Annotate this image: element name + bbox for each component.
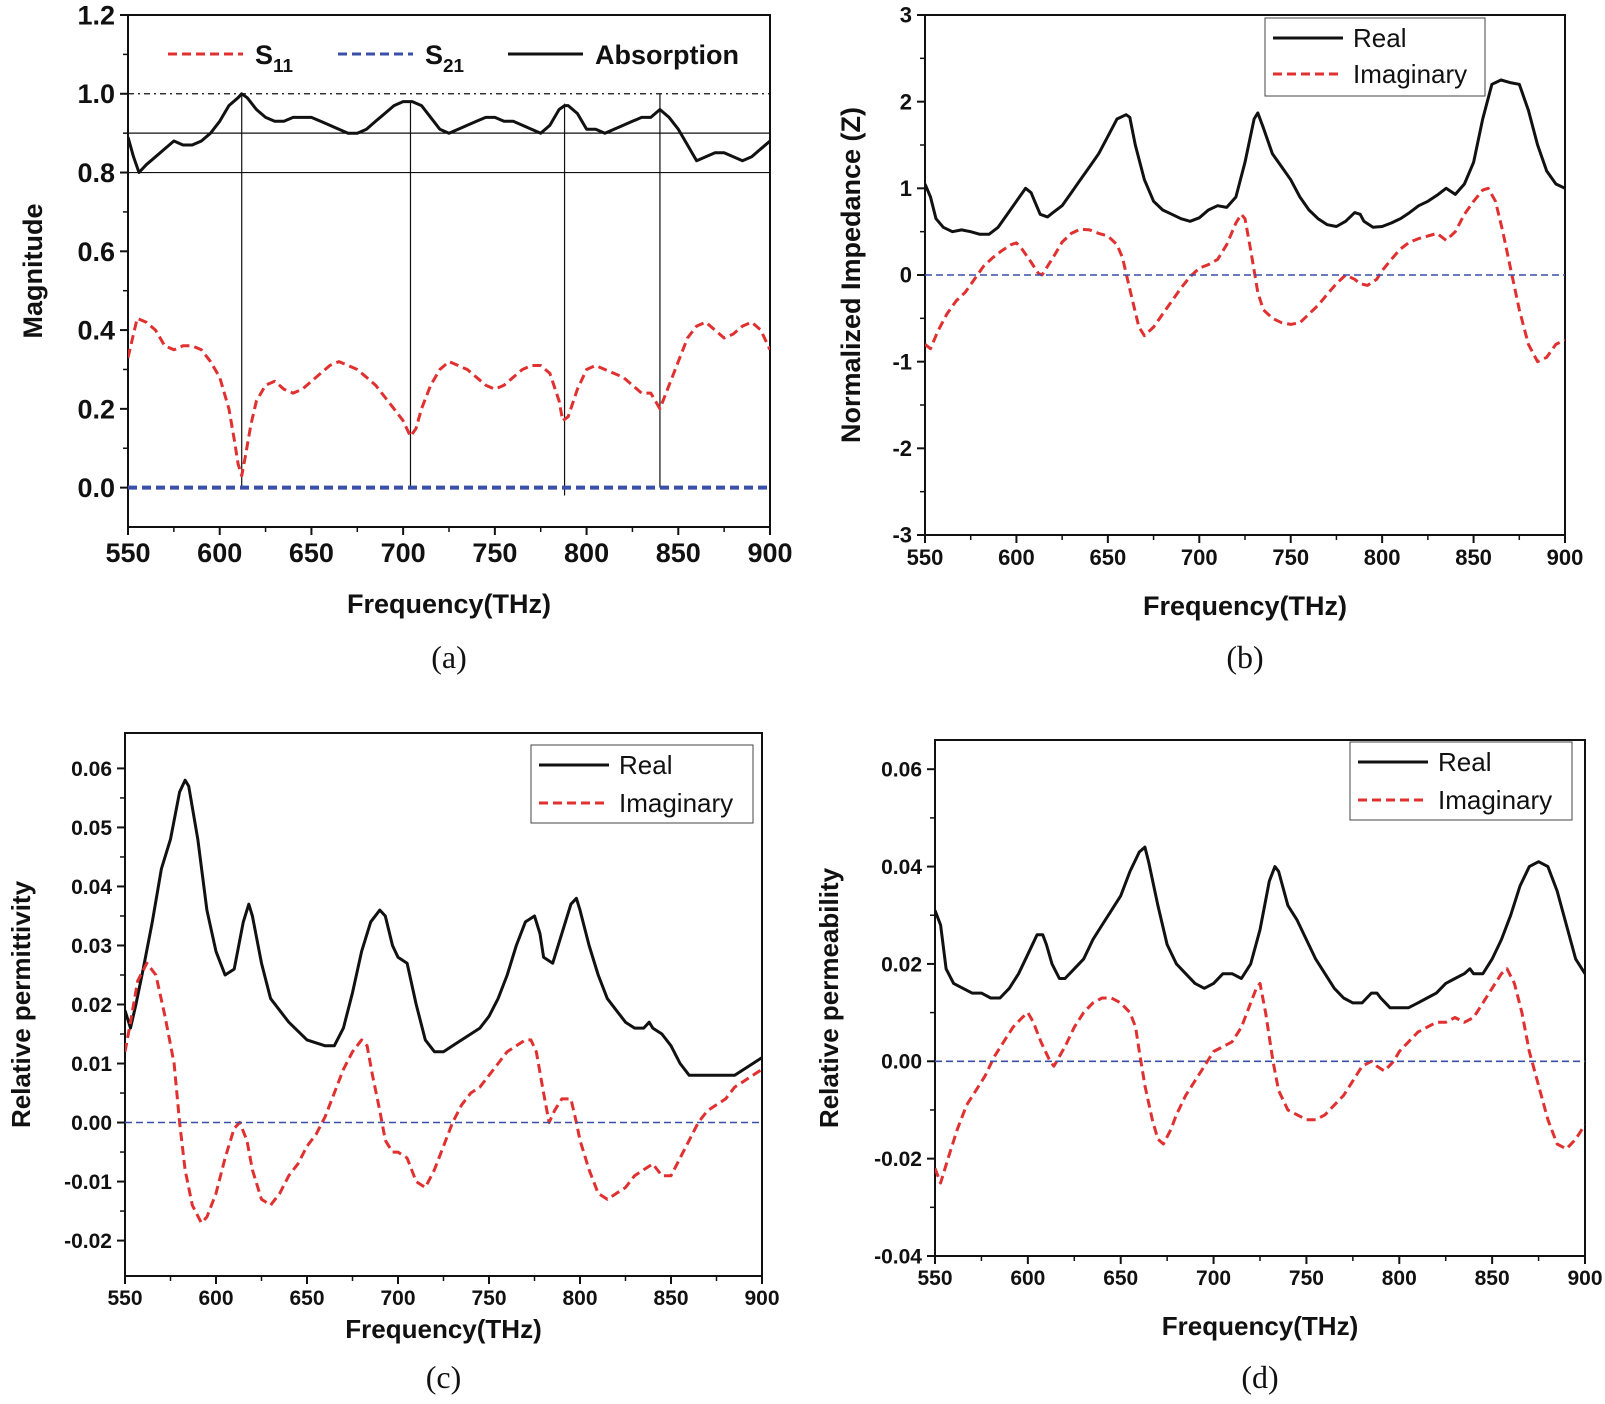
legend-label: Real <box>619 750 672 780</box>
panel-c: 550 600 650 700 750 800 850 900 -0.02 -0.01 0.00 0.… <box>6 732 780 1395</box>
series-line-s11 <box>128 316 770 478</box>
legend-label: Real <box>1353 23 1406 53</box>
x-tick-label: 800 <box>564 538 609 568</box>
x-tick-label: 550 <box>917 1267 952 1290</box>
legend-box <box>1264 17 1486 97</box>
x-tick-label: 850 <box>656 538 701 568</box>
x-tick-label: 900 <box>1567 1267 1602 1290</box>
y-tick-label: -0.04 <box>874 1245 922 1268</box>
x-tick-label: 600 <box>197 538 242 568</box>
y-tick-label: 0.06 <box>71 758 112 781</box>
y-tick-label: -0.02 <box>874 1148 922 1171</box>
y-axis-label: Relative permeability <box>814 867 844 1128</box>
legend-label: S11 <box>255 40 293 77</box>
panel-d: 550 600 650 700 750 800 850 900 -0.04 -0.02 0.00 0.… <box>814 739 1603 1395</box>
y-tick-label: 1 <box>900 176 912 201</box>
x-axis-label: Frequency(THz) <box>345 1314 541 1344</box>
x-tick-label: 550 <box>107 1287 142 1310</box>
x-tick-label: 900 <box>747 538 792 568</box>
y-tick-label: 0.02 <box>881 953 922 976</box>
x-tick-label: 600 <box>998 545 1035 570</box>
y-tick-label: -3 <box>892 523 912 548</box>
x-tick-label: 800 <box>1364 545 1401 570</box>
y-tick-label: 0.03 <box>71 935 112 958</box>
x-axis-label: Frequency(THz) <box>347 589 551 619</box>
x-tick-label: 750 <box>1289 1267 1324 1290</box>
x-tick-label: 900 <box>744 1287 779 1310</box>
y-tick-label: 0.05 <box>71 817 112 840</box>
y-tick-label: 1.2 <box>77 0 115 30</box>
y-tick-label: 0.2 <box>77 394 115 424</box>
x-tick-label: 750 <box>471 1287 506 1310</box>
y-axis-label: Magnitude <box>18 204 48 339</box>
x-tick-label: 850 <box>653 1287 688 1310</box>
y-tick-label: 0 <box>900 263 912 288</box>
panel-caption: (a) <box>431 639 467 675</box>
y-tick-label: 0.0 <box>77 473 115 503</box>
plot-frame <box>127 14 771 528</box>
y-tick-label: 0.04 <box>71 876 112 899</box>
y-tick-label: 0.00 <box>71 1112 112 1135</box>
y-tick-label: 0.6 <box>77 237 115 267</box>
x-tick-label: 600 <box>1010 1267 1045 1290</box>
y-axis-label: Relative permittivity <box>6 880 36 1128</box>
panel-caption: (c) <box>426 1359 462 1395</box>
x-tick-label: 650 <box>1089 545 1126 570</box>
y-tick-label: 0.02 <box>71 994 112 1017</box>
x-axis-label: Frequency(THz) <box>1143 591 1347 621</box>
legend-label: Real <box>1438 747 1491 777</box>
x-tick-label: 700 <box>380 1287 415 1310</box>
y-tick-label: -2 <box>892 436 912 461</box>
x-tick-label: 600 <box>198 1287 233 1310</box>
x-tick-label: 800 <box>1382 1267 1417 1290</box>
legend-box <box>530 744 754 824</box>
x-tick-label: 850 <box>1455 545 1492 570</box>
legend-label: S21 <box>425 40 464 77</box>
y-tick-label: 3 <box>900 3 912 28</box>
series-line-imaginary <box>935 967 1585 1185</box>
x-tick-label: 850 <box>1475 1267 1510 1290</box>
x-axis-label: Frequency(THz) <box>1162 1311 1358 1341</box>
y-tick-label: 0.01 <box>71 1053 112 1076</box>
series-line-real <box>935 845 1585 1010</box>
y-axis-label: Normalized Impedance (Z) <box>836 107 866 443</box>
y-tick-label: -0.01 <box>64 1171 112 1194</box>
x-tick-label: 700 <box>1196 1267 1231 1290</box>
panel-caption: (d) <box>1241 1359 1278 1395</box>
series-line-real <box>125 778 762 1077</box>
legend-label: Imaginary <box>1353 59 1467 89</box>
legend-label: Absorption <box>595 40 739 70</box>
y-tick-label: 0.04 <box>881 856 922 879</box>
x-tick-label: 650 <box>289 538 334 568</box>
x-tick-label: 700 <box>1181 545 1218 570</box>
x-tick-label: 750 <box>472 538 517 568</box>
x-tick-label: 750 <box>1272 545 1309 570</box>
x-tick-label: 550 <box>907 545 944 570</box>
series-line-imaginary <box>125 961 762 1225</box>
series-line-absorption <box>128 92 770 174</box>
y-tick-label: -1 <box>892 349 912 374</box>
x-tick-label: 550 <box>105 538 150 568</box>
y-tick-label: 0.06 <box>881 759 922 782</box>
panel-b: 550 600 650 700 750 800 850 900 -3 -2 -1 0 1 2 3 Freque… <box>836 3 1583 675</box>
x-tick-label: 700 <box>381 538 426 568</box>
y-tick-label: 0.4 <box>77 316 115 346</box>
legend-label: Imaginary <box>1438 785 1552 815</box>
x-tick-label: 800 <box>562 1287 597 1310</box>
y-tick-label: 0.8 <box>77 158 115 188</box>
x-tick-label: 900 <box>1547 545 1584 570</box>
y-tick-label: -0.02 <box>64 1230 112 1253</box>
panel-caption: (b) <box>1226 639 1263 675</box>
panel-a: 550 600 650 700 750 800 850 900 0.0 0.2 0.4 0.6 0.8 1… <box>18 0 793 675</box>
x-tick-label: 650 <box>1103 1267 1138 1290</box>
series-line-imaginary <box>925 186 1565 364</box>
y-tick-label: 0.00 <box>881 1051 922 1074</box>
y-tick-label: 1.0 <box>77 79 115 109</box>
legend-box <box>1349 741 1573 821</box>
legend-label: Imaginary <box>619 788 733 818</box>
y-tick-label: 2 <box>900 89 912 114</box>
series-line-real <box>925 78 1565 236</box>
x-tick-label: 650 <box>289 1287 324 1310</box>
